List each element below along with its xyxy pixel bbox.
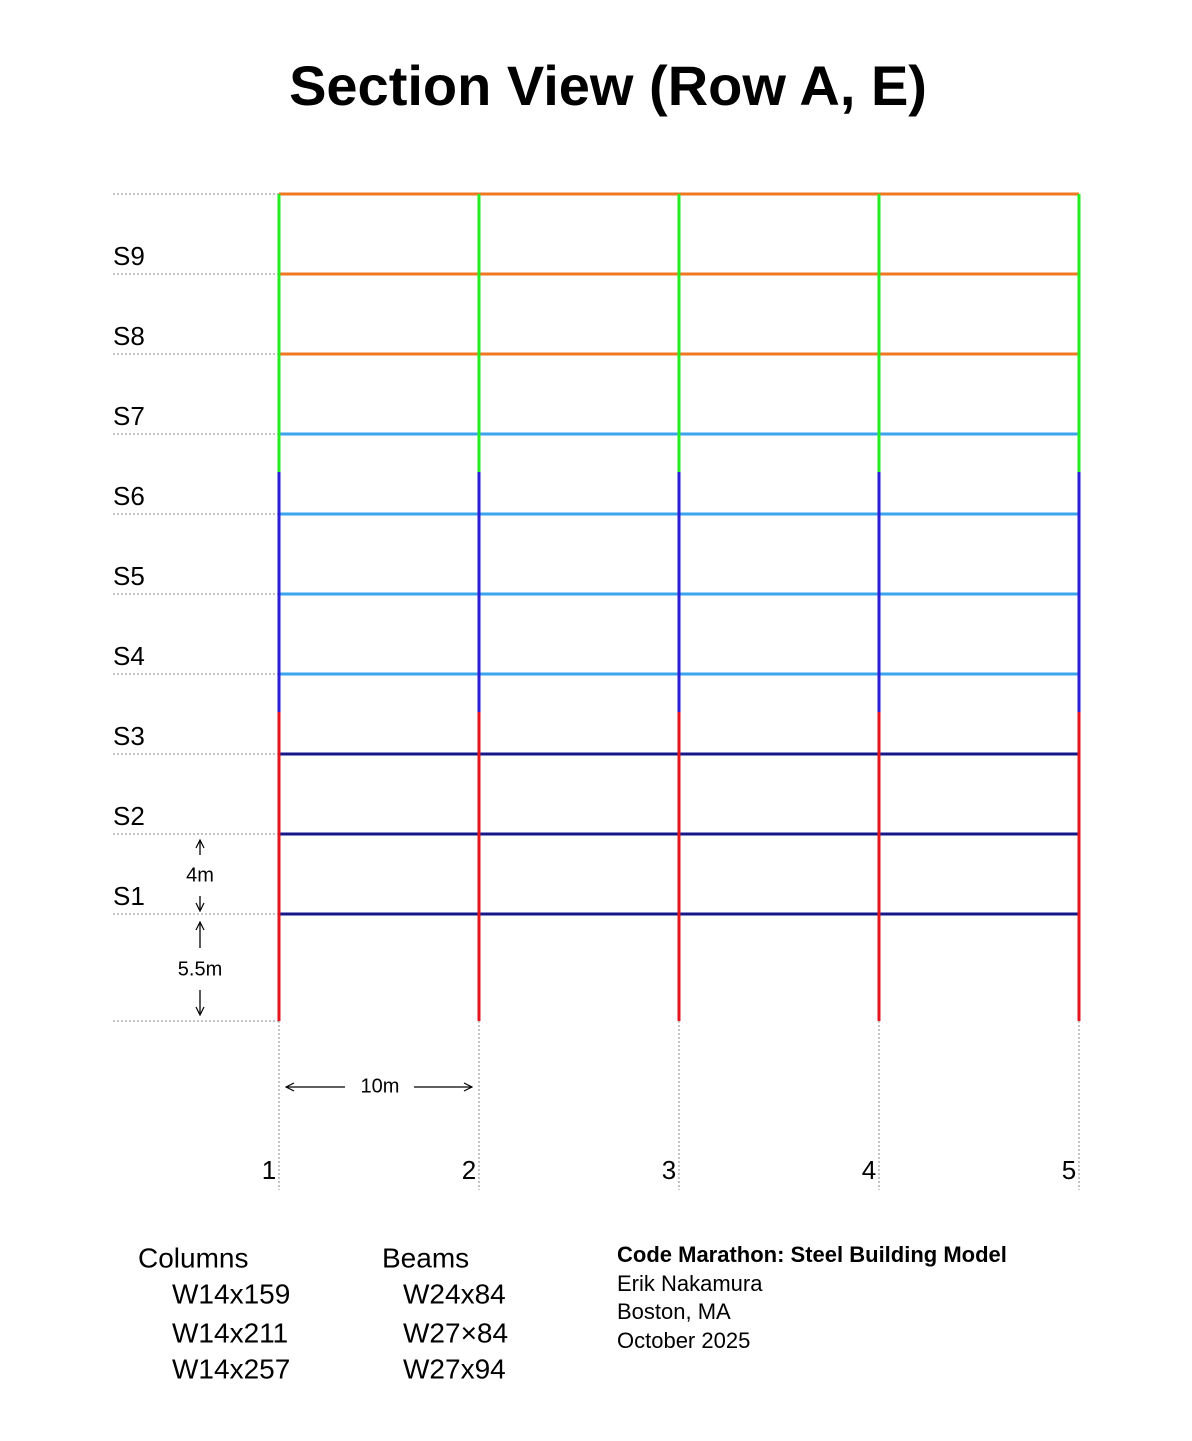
- credits-title: Code Marathon: Steel Building Model: [617, 1242, 1007, 1267]
- credits-line: Boston, MA: [617, 1299, 731, 1324]
- frame: S1 S2 S3 S4 S5 S6 S7 S8 S9 1 2 3 4 5: [113, 192, 1081, 1190]
- grid-label: 2: [462, 1155, 476, 1185]
- legend-title: Beams: [382, 1242, 469, 1273]
- legend-item: W27x94: [403, 1353, 506, 1384]
- level-label: S1: [113, 881, 145, 911]
- story-height: 4m: [186, 864, 214, 886]
- level-label: S9: [113, 241, 145, 271]
- title: Section View (Row A, E): [289, 54, 927, 117]
- credits-line: October 2025: [617, 1328, 750, 1353]
- level-label: S7: [113, 401, 145, 431]
- bay-width: 10m: [361, 1075, 400, 1097]
- ground-height: 5.5m: [178, 958, 222, 980]
- legend-item: W14x257: [172, 1353, 290, 1384]
- legend-title: Columns: [138, 1242, 248, 1273]
- grid-label: 1: [262, 1155, 276, 1185]
- level-label: S5: [113, 561, 145, 591]
- level-label: S4: [113, 641, 145, 671]
- level-label: S6: [113, 481, 145, 511]
- legend-item: W14x211: [172, 1317, 288, 1348]
- legend: W14x159 W14x211 W14x257 W24x84 W27×84 W27x94: [172, 1278, 508, 1384]
- credits-line: Erik Nakamura: [617, 1271, 763, 1296]
- level-label: S3: [113, 721, 145, 751]
- level-label: S8: [113, 321, 145, 351]
- legend-item: W27×84: [403, 1317, 508, 1348]
- grid-label: 4: [862, 1155, 876, 1185]
- legend-item: W24x84: [403, 1278, 506, 1309]
- grid-label: 3: [662, 1155, 676, 1185]
- level-label: S2: [113, 801, 145, 831]
- legend-item: W14x159: [172, 1278, 290, 1309]
- grid-label: 5: [1062, 1155, 1076, 1185]
